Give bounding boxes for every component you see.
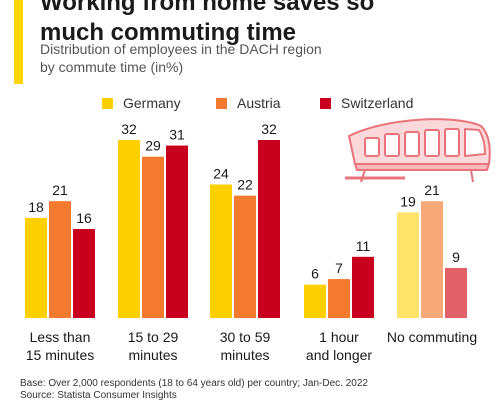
data-label-germany-0: 18 bbox=[28, 199, 44, 215]
data-label-switzerland-3: 11 bbox=[356, 238, 371, 254]
bar-germany-3 bbox=[304, 284, 326, 318]
bar-switzerland-1 bbox=[166, 145, 188, 318]
category-label-1-line-1: minutes bbox=[128, 347, 177, 363]
data-label-switzerland-0: 16 bbox=[76, 210, 92, 226]
chart-title: Working from home saves so much commutin… bbox=[40, 0, 490, 48]
bar-germany-2 bbox=[210, 184, 232, 318]
subtitle-line-2: by commute time (in%) bbox=[40, 59, 184, 75]
bar-austria-1 bbox=[142, 156, 164, 318]
data-label-austria-2: 22 bbox=[237, 177, 253, 193]
bar-austria-2 bbox=[234, 195, 256, 318]
title-line-1: Working from home saves so bbox=[40, 0, 375, 16]
chart-subtitle: Distribution of employees in the DACH re… bbox=[40, 40, 440, 76]
category-label-3-line-0: 1 hour bbox=[319, 329, 359, 345]
data-label-germany-3: 6 bbox=[311, 266, 319, 282]
data-label-switzerland-4: 9 bbox=[452, 249, 460, 265]
legend-item-germany: Germany bbox=[102, 95, 181, 111]
title-line-2: much commuting time bbox=[40, 19, 297, 46]
data-label-austria-4: 21 bbox=[424, 182, 440, 198]
bar-switzerland-2 bbox=[258, 140, 280, 318]
bar-germany-4 bbox=[397, 212, 419, 318]
data-label-germany-1: 32 bbox=[121, 121, 137, 137]
category-label-2-line-0: 30 to 59 bbox=[220, 329, 271, 345]
data-label-austria-3: 7 bbox=[335, 260, 343, 276]
legend-swatch-germany bbox=[102, 97, 113, 109]
subtitle-line-1: Distribution of employees in the DACH re… bbox=[40, 41, 322, 57]
category-label-2-line-1: minutes bbox=[220, 347, 269, 363]
footer-source: Source: Statista Consumer Insights bbox=[20, 390, 177, 401]
data-label-germany-4: 19 bbox=[400, 193, 416, 209]
legend: Germany Austria Switzerland bbox=[0, 95, 495, 115]
data-label-germany-2: 24 bbox=[213, 166, 229, 182]
train-icon bbox=[345, 118, 491, 183]
bar-germany-1 bbox=[118, 140, 140, 318]
legend-label-germany: Germany bbox=[123, 95, 181, 111]
bar-germany-0 bbox=[25, 217, 47, 318]
data-label-switzerland-2: 32 bbox=[261, 121, 277, 137]
bar-switzerland-0 bbox=[73, 229, 95, 318]
footer-base: Base: Over 2,000 respondents (18 to 64 y… bbox=[20, 378, 368, 389]
category-label-0-line-1: 15 minutes bbox=[26, 347, 94, 363]
category-label-1-line-0: 15 to 29 bbox=[128, 329, 179, 345]
bar-switzerland-3 bbox=[352, 256, 374, 318]
legend-swatch-switzerland bbox=[320, 97, 331, 109]
category-label-3-line-1: and longer bbox=[306, 347, 373, 363]
legend-item-austria: Austria bbox=[216, 95, 281, 111]
legend-item-switzerland: Switzerland bbox=[320, 95, 413, 111]
bar-austria-0 bbox=[49, 201, 71, 318]
footer: Base: Over 2,000 respondents (18 to 64 y… bbox=[20, 378, 490, 402]
data-label-switzerland-1: 31 bbox=[169, 127, 185, 143]
legend-label-austria: Austria bbox=[237, 95, 281, 111]
legend-swatch-austria bbox=[216, 97, 227, 109]
category-label-4-line-0: No commuting bbox=[387, 329, 477, 345]
accent-bar bbox=[14, 0, 23, 84]
bar-switzerland-4 bbox=[445, 267, 467, 318]
category-label-0-line-0: Less than bbox=[30, 329, 91, 345]
data-label-austria-1: 29 bbox=[145, 138, 161, 154]
bar-austria-4 bbox=[421, 201, 443, 318]
bar-austria-3 bbox=[328, 279, 350, 318]
data-label-austria-0: 21 bbox=[52, 182, 68, 198]
legend-label-switzerland: Switzerland bbox=[341, 95, 414, 111]
